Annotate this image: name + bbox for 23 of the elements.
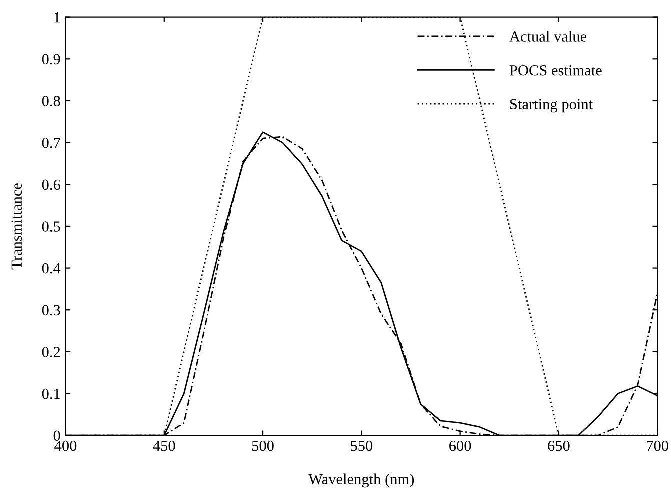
x-tick-label: 450 — [153, 440, 176, 452]
y-tick-label: 0.9 — [42, 54, 60, 65]
y-tick-label: 0.7 — [42, 138, 60, 148]
y-tick-label: 0.8 — [42, 96, 60, 106]
x-tick-label: 700 — [647, 440, 668, 452]
legend-label: Actual value — [510, 31, 587, 42]
legend-label: POCS estimate — [510, 65, 602, 76]
y-tick-label: 0.5 — [42, 222, 60, 232]
y-tick-label: 0.2 — [42, 347, 60, 358]
y-axis-title: Transmittance — [12, 184, 22, 270]
y-tick-label: 1 — [54, 12, 60, 23]
x-tick-label: 650 — [548, 440, 570, 452]
legend-label: Starting point — [510, 99, 593, 113]
y-tick-label: 0.3 — [42, 305, 60, 316]
y-tick-label: 0.6 — [42, 180, 60, 190]
x-tick-label: 550 — [351, 440, 373, 452]
y-tick-label: 0.1 — [42, 388, 60, 400]
x-tick-label: 500 — [252, 440, 274, 452]
x-tick-label: 400 — [54, 440, 77, 452]
y-tick-label: 0.4 — [42, 263, 61, 274]
x-axis-title: Wavelength (nm) — [308, 474, 414, 488]
y-tick-label: 0 — [54, 430, 60, 442]
x-tick-label: 600 — [450, 440, 472, 452]
